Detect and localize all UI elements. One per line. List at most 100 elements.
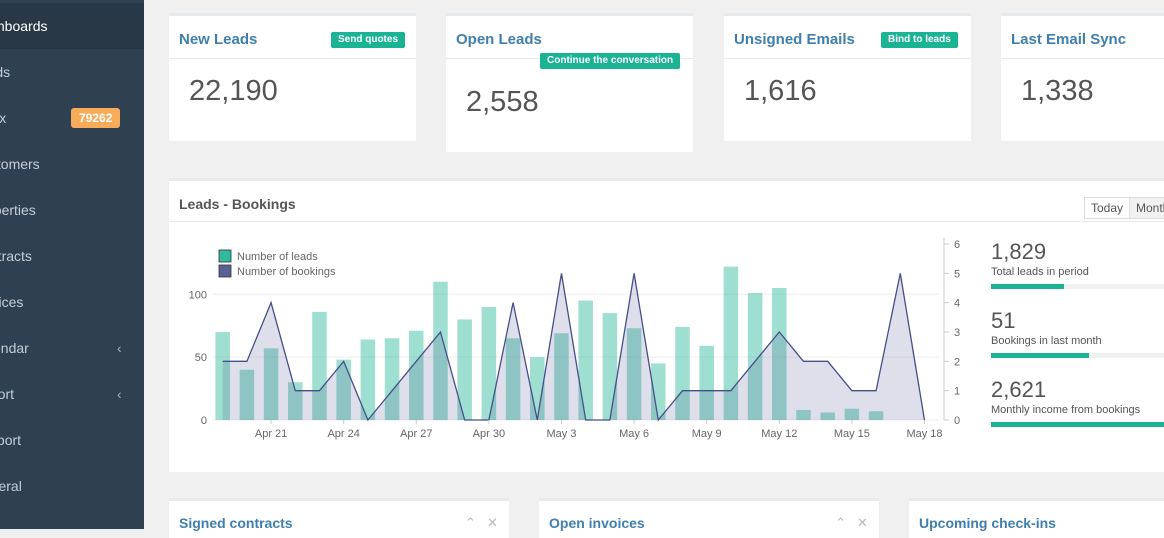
sidebar-item-label: Invoices xyxy=(0,294,24,310)
legend-swatch xyxy=(218,249,232,263)
leads-bar xyxy=(384,338,400,420)
bookings-line xyxy=(222,273,926,422)
leads-bar xyxy=(820,412,835,420)
leads-bar xyxy=(772,288,787,420)
y-right-tick-label: 5 xyxy=(954,268,960,280)
sidebar-item-dashboards[interactable]: Dashboards xyxy=(0,3,144,49)
card-action-button[interactable]: Continue the conversation xyxy=(540,53,681,69)
leads-bar xyxy=(215,332,230,420)
panel-header xyxy=(169,181,1164,222)
leads-bar xyxy=(578,300,593,420)
stat-progress-bar xyxy=(991,422,1164,427)
card-value: 22,190 xyxy=(189,75,278,107)
x-tick-label: May 15 xyxy=(834,428,870,440)
stat-value: 51 xyxy=(991,308,1016,333)
panel-title: Leads - Bookings xyxy=(179,196,296,212)
range-today-button[interactable]: Today xyxy=(1084,197,1131,219)
stat-progress-bar xyxy=(991,284,1164,289)
x-tick-label: Apr 21 xyxy=(255,428,287,440)
card-title[interactable]: New Leads xyxy=(179,31,258,48)
x-tick-label: May 9 xyxy=(692,428,722,440)
card-action-button[interactable]: Bind to leads xyxy=(881,32,958,48)
leads-bar xyxy=(868,411,884,420)
stat-value: 2,621 xyxy=(991,377,1047,402)
leads-bar xyxy=(505,338,521,420)
sidebar-item-label: Leads xyxy=(0,64,11,80)
x-tick-label: May 18 xyxy=(906,428,942,440)
collapse-icon[interactable]: ⌃ xyxy=(835,515,846,530)
sidebar-item-label: Inbox xyxy=(0,110,7,126)
y-left-tick-label: 50 xyxy=(195,352,207,364)
range-monthly-button[interactable]: Monthly xyxy=(1129,197,1164,219)
panel-title: Open invoices xyxy=(549,515,645,531)
x-tick-label: Apr 24 xyxy=(327,428,359,440)
leads-bookings-panel: Leads - Bookings Today Monthly 0 50 100 0 1 2… xyxy=(169,178,1164,472)
stat-card-unsigned-emails: Unsigned Emails Bind to leads 1,616 xyxy=(724,13,971,141)
x-tick-label: May 3 xyxy=(546,428,576,440)
summary-stat: 1,829 Total leads in period xyxy=(991,239,1164,289)
sidebar-item-label: Dashboards xyxy=(0,18,48,34)
y-left-tick-label: 100 xyxy=(189,289,207,301)
y-right-tick-label: 3 xyxy=(954,327,960,339)
sidebar: Dashboards Leads Inbox 79262 Customers Proper… xyxy=(0,0,144,529)
card-title[interactable]: Unsigned Emails xyxy=(734,31,855,48)
close-icon[interactable]: ✕ xyxy=(857,515,868,530)
sidebar-item-label: General xyxy=(0,478,22,494)
legend-swatch xyxy=(218,264,232,278)
sidebar-item-contracts[interactable]: Contracts xyxy=(0,233,144,279)
sidebar-item-leads[interactable]: Leads xyxy=(0,49,144,95)
leads-bookings-chart: 0 50 100 0 1 2 3 4 5 6 Apr 21 Apr 24 Apr 27 Apr 30 May… xyxy=(189,238,960,440)
card-header xyxy=(1001,16,1164,59)
leads-bar xyxy=(796,409,811,420)
panel-signed-contracts: Signed contracts ⌃ ✕ xyxy=(169,498,509,538)
leads-bar xyxy=(481,306,497,420)
y-right-tick-label: 1 xyxy=(954,386,960,398)
chevron-left-icon: ‹ xyxy=(117,386,122,402)
card-action-button[interactable]: Send quotes xyxy=(331,32,406,48)
panel-title: Upcoming check-ins xyxy=(919,515,1056,531)
leads-bar xyxy=(602,313,618,420)
leads-bar xyxy=(433,281,448,420)
card-value: 1,616 xyxy=(744,75,817,107)
card-title[interactable]: Open Leads xyxy=(456,31,542,48)
sidebar-item-label: Properties xyxy=(0,202,36,218)
x-tick-label: May 6 xyxy=(619,428,649,440)
panel-upcoming-check-ins: Upcoming check-ins xyxy=(909,498,1164,538)
sidebar-item-properties[interactable]: Properties xyxy=(0,187,144,233)
sidebar-item-calendar[interactable]: Calendar ‹ xyxy=(0,325,144,371)
sidebar-item-label: Support xyxy=(0,432,22,448)
leads-bar xyxy=(360,339,376,420)
x-tick-label: Apr 30 xyxy=(473,428,505,440)
sidebar-item-report[interactable]: Report ‹ xyxy=(0,371,144,417)
y-right-tick-label: 4 xyxy=(954,298,960,310)
sidebar-item-support[interactable]: Support xyxy=(0,417,144,463)
leads-bar xyxy=(554,333,569,420)
stat-card-open-leads: Open Leads Continue the conversation 2,558 xyxy=(446,13,693,152)
leads-bar xyxy=(288,382,303,420)
card-value: 2,558 xyxy=(466,86,539,118)
sidebar-item-inbox[interactable]: Inbox 79262 xyxy=(0,95,144,141)
legend-label: Number of bookings xyxy=(237,266,336,278)
card-header xyxy=(724,16,971,59)
sidebar-item-customers[interactable]: Customers xyxy=(0,141,144,187)
stat-caption: Total leads in period xyxy=(991,266,1089,278)
inbox-count-badge: 79262 xyxy=(71,108,121,128)
summary-stat: 2,621 Monthly income from bookings xyxy=(991,377,1164,427)
leads-bar xyxy=(409,330,424,420)
y-left-tick-label: 0 xyxy=(201,415,207,427)
stat-caption: Monthly income from bookings xyxy=(991,404,1141,416)
stat-value: 1,829 xyxy=(991,239,1047,264)
collapse-icon[interactable]: ⌃ xyxy=(465,515,476,530)
sidebar-item-invoices[interactable]: Invoices xyxy=(0,279,144,325)
panel-open-invoices: Open invoices ⌃ ✕ xyxy=(539,498,879,538)
close-icon[interactable]: ✕ xyxy=(487,515,498,530)
leads-bar xyxy=(626,328,642,420)
x-tick-label: Apr 27 xyxy=(400,428,432,440)
y-right-tick-label: 2 xyxy=(954,356,960,368)
leads-bar xyxy=(457,319,472,420)
y-right-tick-label: 6 xyxy=(954,239,960,251)
leads-bar xyxy=(336,359,351,420)
leads-bar xyxy=(239,369,255,420)
sidebar-item-general[interactable]: General xyxy=(0,463,144,509)
card-title[interactable]: Last Email Sync xyxy=(1011,31,1127,48)
